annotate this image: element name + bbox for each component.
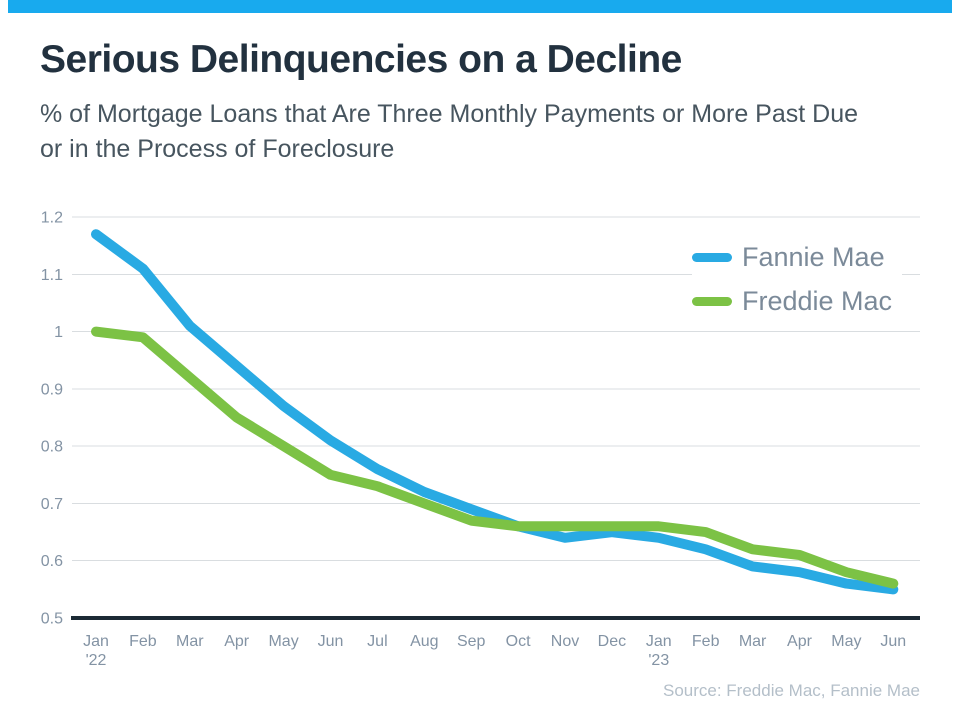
chart-subtitle: % of Mortgage Loans that Are Three Month… xyxy=(40,97,858,167)
legend-label-freddie-mac: Freddie Mac xyxy=(742,285,893,316)
x-axis-year-label: '22 xyxy=(86,652,107,669)
y-axis-tick-label: 1 xyxy=(54,324,63,341)
x-axis-tick-label: Jun xyxy=(880,633,906,650)
x-axis-tick-label: Sep xyxy=(457,633,486,650)
legend-item-fannie-mae: Fannie Mae xyxy=(692,235,892,279)
freddie-mac-line-swatch-icon xyxy=(692,296,732,306)
y-axis-tick-label: 0.7 xyxy=(41,496,63,513)
fannie-mae-line xyxy=(91,229,899,595)
x-axis-year-label: '23 xyxy=(648,652,669,669)
x-axis-tick-label: Nov xyxy=(551,633,579,650)
x-axis-tick-label: Jun xyxy=(318,633,344,650)
freddie-mac-line xyxy=(91,326,899,589)
x-axis-tick-label: Aug xyxy=(410,633,438,650)
y-axis-tick-label: 1.1 xyxy=(41,267,63,284)
x-axis-tick-label: Feb xyxy=(129,633,157,650)
x-axis-tick-label: Apr xyxy=(787,633,813,650)
x-axis-tick-label: Mar xyxy=(176,633,204,650)
x-axis-tick-label: Feb xyxy=(692,633,720,650)
x-axis-tick-label: Jan xyxy=(83,633,109,650)
x-axis-tick-label: Mar xyxy=(739,633,767,650)
y-axis-tick-label: 0.5 xyxy=(41,611,63,628)
x-axis-tick-label: Oct xyxy=(506,633,531,650)
x-axis-tick-label: Dec xyxy=(598,633,626,650)
x-axis-tick-label: May xyxy=(268,633,298,650)
y-axis-tick-label: 0.6 xyxy=(41,553,63,570)
legend-item-freddie-mac: Freddie Mac xyxy=(692,279,892,323)
fannie-mae-line-swatch-icon xyxy=(692,252,732,262)
page-title: Serious Delinquencies on a Decline xyxy=(40,38,682,81)
x-axis-tick-label: Jul xyxy=(367,633,387,650)
x-axis-tick-label: May xyxy=(831,633,861,650)
y-axis-tick-label: 0.8 xyxy=(41,439,63,456)
legend-label-fannie-mae: Fannie Mae xyxy=(742,241,885,272)
top-accent-bar xyxy=(8,0,952,13)
chart-header: Serious Delinquencies on a Decline % of … xyxy=(40,38,858,167)
y-axis-tick-label: 0.9 xyxy=(41,381,63,398)
y-axis-tick-label: 1.2 xyxy=(41,210,63,227)
source-note: Source: Freddie Mac, Fannie Mae xyxy=(662,681,920,700)
chart-subtitle-line-1: % of Mortgage Loans that Are Three Month… xyxy=(40,100,859,128)
chart-legend: Fannie Mae Freddie Mac xyxy=(692,235,903,323)
chart-subtitle-line-2: or in the Process of Foreclosure xyxy=(40,135,395,163)
x-axis-tick-label: Apr xyxy=(224,633,250,650)
x-axis-tick-label: Jan xyxy=(646,633,672,650)
